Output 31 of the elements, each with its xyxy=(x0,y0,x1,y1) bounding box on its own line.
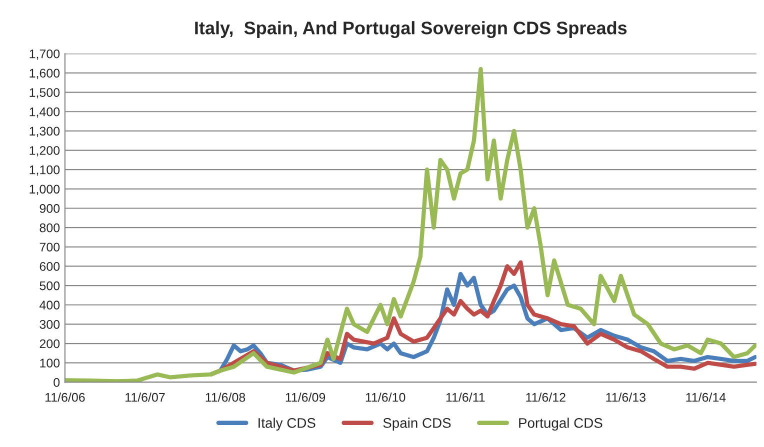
y-tick-label: 800 xyxy=(40,223,60,232)
y-tick-label: 1,400 xyxy=(30,107,60,118)
x-tick-label: 11/6/11 xyxy=(446,392,485,402)
y-tick-label: 1,700 xyxy=(30,49,60,60)
y-tick-label: 1,200 xyxy=(30,146,60,156)
y-tick-label: 500 xyxy=(40,281,60,290)
chart-title: Italy, Spain, And Portugal Sovereign CDS Spreads xyxy=(195,21,627,38)
y-tick-label: 1,300 xyxy=(30,126,60,138)
x-tick-label: 11/6/06 xyxy=(46,392,85,402)
y-tick-label: 400 xyxy=(40,300,60,310)
y-tick-label: 300 xyxy=(40,320,60,329)
y-tick-label: 700 xyxy=(40,242,60,252)
y-tick-label: 0 xyxy=(54,378,60,387)
y-tick-label: 1,600 xyxy=(30,68,60,80)
x-tick-label: 11/6/12 xyxy=(526,392,566,402)
y-tick-label: 900 xyxy=(40,204,60,213)
x-tick-label: 11/6/13 xyxy=(606,392,646,402)
y-tick-label: 200 xyxy=(40,339,60,348)
legend-label: Spain CDS xyxy=(383,418,451,431)
y-tick-label: 1,500 xyxy=(30,88,60,98)
y-tick-label: 1,000 xyxy=(30,184,60,196)
x-tick-label: 11/6/07 xyxy=(126,392,165,402)
x-tick-label: 11/6/10 xyxy=(366,392,406,402)
x-tick-label: 11/6/08 xyxy=(206,392,246,402)
y-tick-label: 100 xyxy=(40,358,60,368)
legend-label: Italy CDS xyxy=(258,418,316,431)
x-tick-label: 11/6/14 xyxy=(686,392,726,402)
y-tick-label: 1,100 xyxy=(30,165,60,176)
x-tick-label: 11/6/09 xyxy=(286,392,326,402)
legend-label: Portugal CDS xyxy=(519,418,602,431)
y-tick-label: 600 xyxy=(40,262,60,271)
